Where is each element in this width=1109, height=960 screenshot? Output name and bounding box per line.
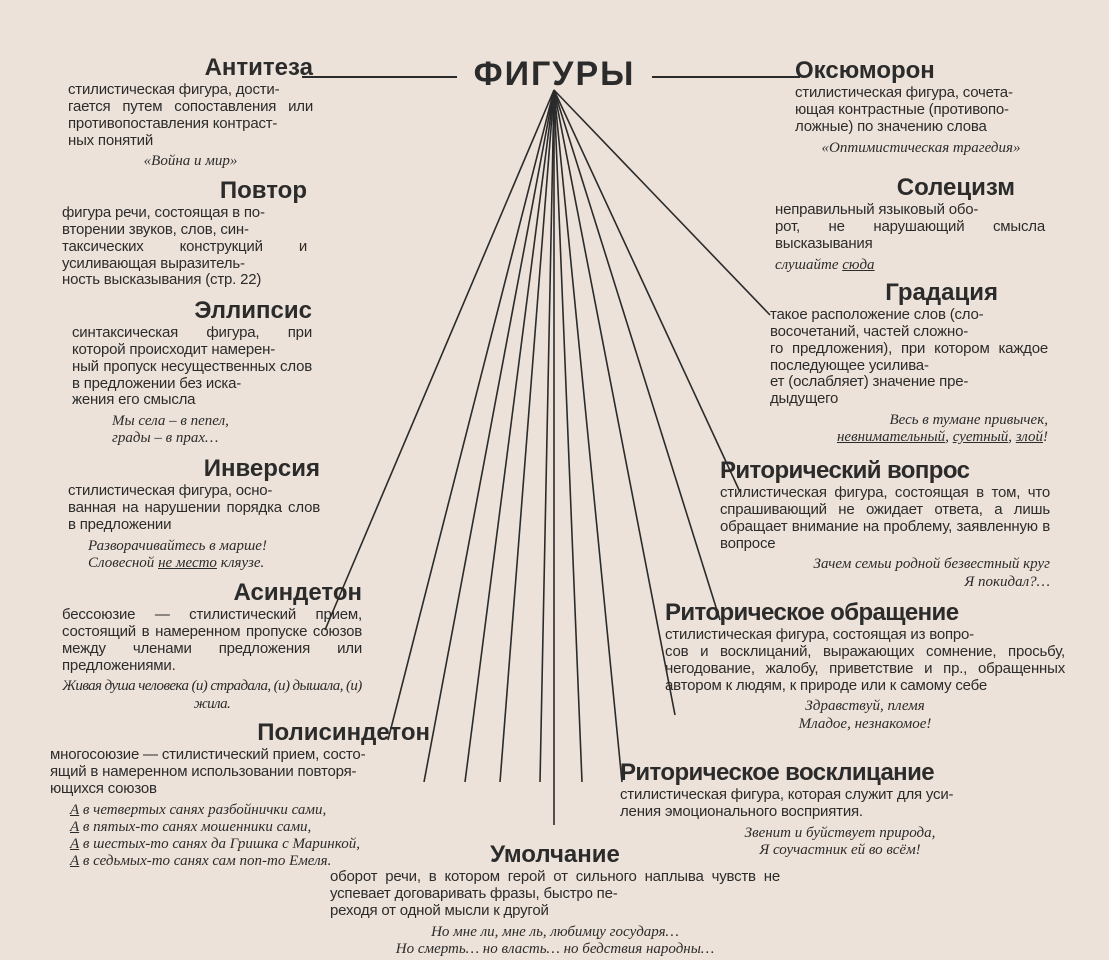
desc-solezism: неправильный языковый обо-рот, не наруша… (775, 202, 1045, 252)
desc-oxymoron: стилистическая фигура, сочета-ющая контр… (795, 85, 1047, 135)
title-rule-left (302, 76, 457, 78)
example-asindeton: Живая душа человека (и) страдала, (и) ды… (62, 678, 362, 713)
node-gradation: Градация такое расположение слов (сло-во… (770, 280, 1048, 446)
desc-inversia: стилистическая фигура, осно-ванная на на… (68, 483, 320, 533)
desc-asindeton: бессоюзие — стилистический прием, состоя… (62, 607, 362, 674)
example-oxymoron: «Оптимистическая трагедия» (795, 140, 1047, 157)
heading-umolchanie: Умолчание (330, 842, 780, 867)
node-robr: Риторическое обращение стилистическая фи… (665, 600, 1065, 733)
node-povtor: Повтор фигура речи, состоящая в по-вторе… (62, 178, 307, 289)
main-title: ФИГУРЫ (474, 55, 636, 94)
node-ellipsis: Эллипсис синтаксическая фигура, при кото… (72, 298, 312, 448)
example-ellipsis: Мы села – в пепел,грады – в прах… (72, 413, 312, 448)
example-antiteza: «Война и мир» (68, 153, 313, 170)
desc-rvoskl: стилистическая фигура, которая служит дл… (620, 787, 1060, 821)
title-rule-right (652, 76, 800, 78)
node-solezism: Солецизм неправильный языковый обо-рот, … (775, 175, 1045, 274)
desc-antiteza: стилистическая фигура, дости-гается путе… (68, 82, 313, 149)
heading-rvopros: Риторический вопрос (720, 458, 1050, 483)
example-solezism: слушайте сюда (775, 257, 1045, 274)
desc-gradation: такое расположение слов (сло-восочетаний… (770, 307, 1048, 408)
diagram-canvas: ФИГУРЫ Антитеза стилистическая фигура, д… (0, 0, 1109, 960)
node-inversia: Инверсия стилистическая фигура, осно-ван… (68, 456, 320, 572)
example-umolchanie: Но мне ли, мне ль, любимцу государя…Но с… (330, 924, 780, 959)
heading-polisindeton: Полисиндетон (50, 720, 430, 745)
heading-rvoskl: Риторическое восклицание (620, 760, 1060, 785)
desc-umolchanie: оборот речи, в котором герой от сильного… (330, 869, 780, 919)
desc-polisindeton: многосоюзие — стилистический прием, сост… (50, 747, 430, 797)
heading-gradation: Градация (770, 280, 1048, 305)
node-umolchanie: Умолчание оборот речи, в котором герой о… (330, 842, 780, 958)
desc-povtor: фигура речи, состоящая в по-вторении зву… (62, 205, 307, 289)
example-robr: Здравствуй, племяМладое, незнакомое! (665, 698, 1065, 733)
node-oxymoron: Оксюморон стилистическая фигура, сочета-… (795, 58, 1047, 157)
desc-robr: стилистическая фигура, состоящая из вопр… (665, 627, 1065, 694)
desc-rvopros: стилистическая фигура, состоящая в том, … (720, 485, 1050, 552)
heading-robr: Риторическое обращение (665, 600, 1065, 625)
desc-ellipsis: синтаксическая фигура, при которой проис… (72, 325, 312, 409)
node-asindeton: Асиндетон бессоюзие — стилистический при… (62, 580, 362, 713)
heading-oxymoron: Оксюморон (795, 58, 1047, 83)
heading-solezism: Солецизм (775, 175, 1045, 200)
heading-antiteza: Антитеза (68, 55, 313, 80)
example-rvopros: Зачем семьи родной безвестный кругЯ поки… (720, 556, 1050, 591)
heading-ellipsis: Эллипсис (72, 298, 312, 323)
heading-inversia: Инверсия (68, 456, 320, 481)
node-antiteza: Антитеза стилистическая фигура, дости-га… (68, 55, 313, 171)
example-inversia: Разворачивайтесь в марше!Словесной не ме… (68, 538, 320, 573)
heading-povtor: Повтор (62, 178, 307, 203)
example-gradation: Весь в тумане привычек,невнимательный, с… (770, 412, 1048, 447)
heading-asindeton: Асиндетон (62, 580, 362, 605)
node-rvopros: Риторический вопрос стилистическая фигур… (720, 458, 1050, 591)
